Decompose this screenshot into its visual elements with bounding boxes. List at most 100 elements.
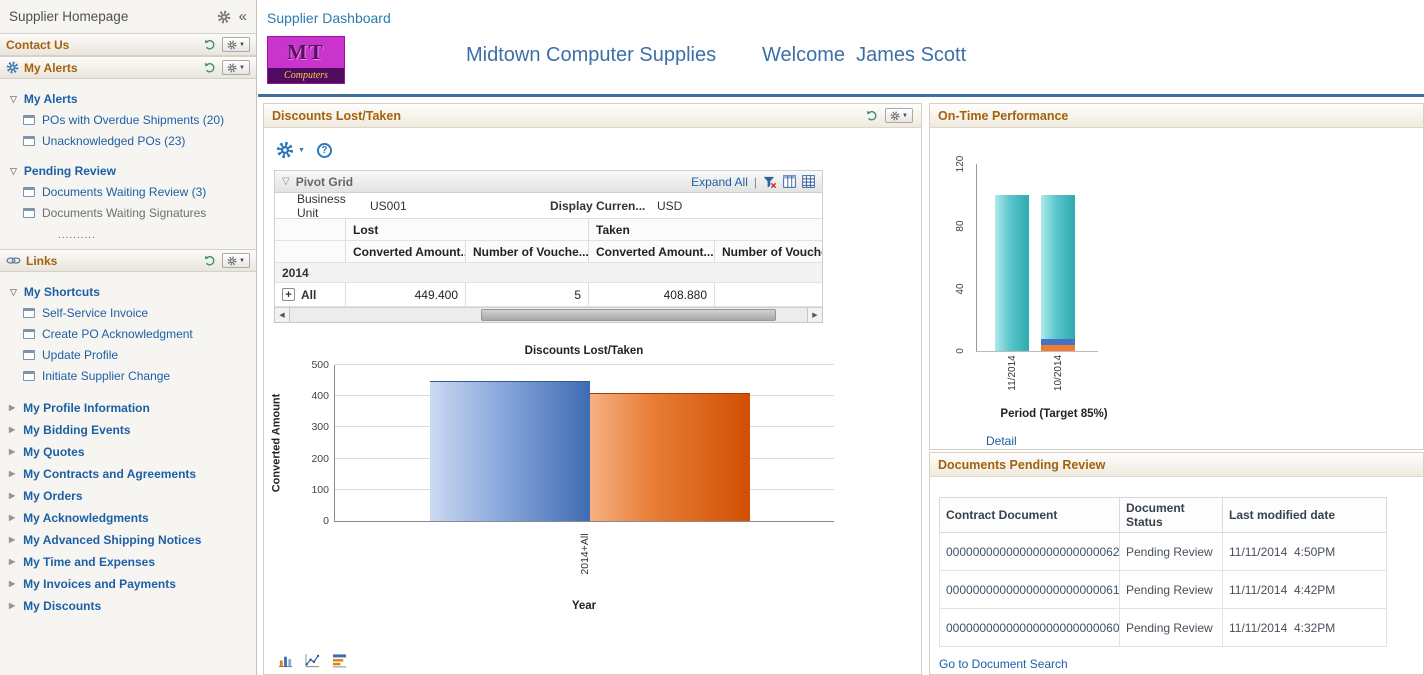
expand-icon[interactable]: ▶ — [9, 469, 16, 478]
tree-group-my-shortcuts[interactable]: ▽ My Shortcuts — [0, 281, 256, 303]
contract-document-cell[interactable]: 00000000000000000000000061 — [939, 570, 1120, 609]
sidebar-link-documents-waiting-review[interactable]: Documents Waiting Review (3) — [0, 182, 256, 203]
sidebar-item-my-orders[interactable]: ▶ My Orders — [0, 485, 256, 507]
contract-document-cell[interactable]: 00000000000000000000000062 — [939, 532, 1120, 571]
bar-lost[interactable] — [430, 380, 590, 521]
table-row[interactable]: 00000000000000000000000060 Pending Revie… — [939, 608, 1387, 647]
company-name: Midtown Computer Supplies — [466, 44, 717, 66]
sidebar-link-self-service-invoice[interactable]: Self-Service Invoice — [0, 303, 256, 324]
chevron-down-icon[interactable]: ▼ — [298, 146, 305, 154]
collapse-section-icon[interactable]: ▽ — [282, 175, 290, 187]
x-tick-label: 10/2014 — [1052, 354, 1064, 392]
link-label[interactable]: Update Profile — [42, 348, 119, 362]
sidebar-link-unacknowledged-pos[interactable]: Unacknowledged POs (23) — [0, 131, 256, 152]
sidebar-link-initiate-supplier-change[interactable]: Initiate Supplier Change — [0, 366, 256, 387]
sidebar-link-pos-overdue-shipments[interactable]: POs with Overdue Shipments (20) — [0, 110, 256, 131]
expand-row-button[interactable]: + — [282, 288, 295, 301]
link-label[interactable]: Self-Service Invoice — [42, 306, 149, 320]
pagelet-settings-button[interactable]: ▼ — [222, 37, 250, 52]
sidebar-link-update-profile[interactable]: Update Profile — [0, 345, 256, 366]
sidebar-link-create-po-acknowledgment[interactable]: Create PO Acknowledgment — [0, 324, 256, 345]
expand-icon[interactable]: ▶ — [9, 535, 16, 544]
expand-all-link[interactable]: Expand All — [691, 174, 748, 189]
sidebar-item-my-profile-information[interactable]: ▶ My Profile Information — [0, 397, 256, 419]
horizontal-scrollbar[interactable]: ◀ ▶ — [274, 308, 823, 323]
link-label[interactable]: Initiate Supplier Change — [42, 369, 171, 383]
pagelet-settings-button[interactable]: ▼ — [222, 60, 250, 75]
tree-group-my-alerts[interactable]: ▽ My Alerts — [0, 88, 256, 110]
tree-group-pending-review[interactable]: ▽ Pending Review — [0, 160, 256, 182]
panel-header: Documents Pending Review — [930, 453, 1423, 477]
sidebar-item-my-contracts-and-agreements[interactable]: ▶ My Contracts and Agreements — [0, 463, 256, 485]
line-chart-icon[interactable] — [305, 653, 320, 668]
scrollbar-track[interactable] — [290, 308, 807, 322]
expand-icon[interactable]: ▶ — [9, 601, 16, 610]
pagelet-window-icon — [23, 115, 35, 125]
y-tick-label: 80 — [954, 220, 966, 232]
ontime-bar-oct-2014[interactable] — [1041, 164, 1075, 351]
y-tick-label: 0 — [323, 515, 329, 527]
pivot-grid-view-icon[interactable] — [802, 175, 815, 188]
refresh-icon[interactable] — [204, 61, 217, 74]
go-to-document-search-link[interactable]: Go to Document Search — [939, 657, 1068, 671]
links-title: Links — [26, 253, 58, 268]
expand-icon[interactable]: ▶ — [9, 579, 16, 588]
chart-options-gear-icon[interactable] — [276, 141, 294, 159]
gear-icon[interactable] — [217, 10, 231, 24]
nav-label: My Bidding Events — [23, 423, 131, 437]
sidebar-item-my-invoices-and-payments[interactable]: ▶ My Invoices and Payments — [0, 573, 256, 595]
pagelet-window-icon — [23, 329, 35, 339]
chevron-down-icon: ▼ — [239, 64, 245, 71]
discounts-chart: Discounts Lost/Taken Converted Amount 0 … — [264, 345, 921, 612]
sidebar-item-my-acknowledgments[interactable]: ▶ My Acknowledgments — [0, 507, 256, 529]
scroll-right-button[interactable]: ▶ — [807, 308, 822, 322]
table-row[interactable]: 00000000000000000000000061 Pending Revie… — [939, 570, 1387, 609]
table-row[interactable]: 00000000000000000000000062 Pending Revie… — [939, 532, 1387, 571]
link-label[interactable]: Create PO Acknowledgment — [42, 327, 193, 341]
expand-icon[interactable]: ▶ — [9, 447, 16, 456]
sidebar-item-my-advanced-shipping-notices[interactable]: ▶ My Advanced Shipping Notices — [0, 529, 256, 551]
display-currency-label: Display Curren... — [550, 198, 646, 213]
sidebar-item-my-bidding-events[interactable]: ▶ My Bidding Events — [0, 419, 256, 441]
sidebar-item-my-discounts[interactable]: ▶ My Discounts — [0, 595, 256, 617]
collapse-group-icon[interactable]: ▽ — [10, 286, 17, 297]
collapse-group-icon[interactable]: ▽ — [10, 93, 17, 104]
expand-icon[interactable]: ▶ — [9, 491, 16, 500]
collapse-sidebar-icon[interactable]: « — [238, 8, 247, 25]
help-icon[interactable]: ? — [316, 142, 332, 158]
subcolumn-header-row: Converted Amount... Number of Vouche... … — [275, 241, 822, 263]
detail-link[interactable]: Detail — [986, 434, 1017, 448]
y-tick-label: 200 — [311, 452, 329, 465]
link-label[interactable]: Unacknowledged POs (23) — [42, 134, 186, 148]
scrollbar-thumb[interactable] — [481, 309, 776, 321]
refresh-icon[interactable] — [204, 38, 217, 51]
ontime-bar-nov-2014[interactable] — [995, 164, 1029, 351]
ontime-segment — [1041, 195, 1075, 339]
last-modified-cell: 11/11/2014 4:50PM — [1222, 532, 1387, 571]
refresh-icon[interactable] — [204, 254, 217, 267]
expand-icon[interactable]: ▶ — [9, 403, 16, 412]
sidebar-item-my-time-and-expenses[interactable]: ▶ My Time and Expenses — [0, 551, 256, 573]
clear-filter-icon[interactable] — [763, 175, 777, 189]
bar-taken[interactable] — [590, 393, 750, 521]
sidebar-item-my-quotes[interactable]: ▶ My Quotes — [0, 441, 256, 463]
pagelet-window-icon — [23, 208, 35, 218]
collapse-group-icon[interactable]: ▽ — [10, 165, 17, 176]
scroll-left-button[interactable]: ◀ — [275, 308, 290, 322]
link-label[interactable]: Documents Waiting Review (3) — [42, 185, 207, 199]
nav-label: My Invoices and Payments — [23, 577, 176, 591]
documents-table: Contract Document Document Status Last m… — [939, 497, 1387, 647]
expand-icon[interactable]: ▶ — [9, 557, 16, 566]
refresh-icon[interactable] — [866, 109, 879, 122]
expand-icon[interactable]: ▶ — [9, 425, 16, 434]
panel-settings-button[interactable]: ▼ — [885, 108, 913, 123]
link-label[interactable]: POs with Overdue Shipments (20) — [42, 113, 225, 127]
contract-document-cell[interactable]: 00000000000000000000000060 — [939, 608, 1120, 647]
expand-icon[interactable]: ▶ — [9, 513, 16, 522]
chart-plot-area: Converted Amount 0 100 200 300 400 500 2… — [270, 359, 834, 575]
pagelet-settings-button[interactable]: ▼ — [222, 253, 250, 268]
column-chart-icon[interactable] — [278, 653, 293, 668]
taken-amount-cell: 408.880 — [588, 283, 714, 307]
grid-view-icon[interactable] — [783, 175, 796, 188]
horizontal-bar-chart-icon[interactable] — [332, 653, 347, 668]
